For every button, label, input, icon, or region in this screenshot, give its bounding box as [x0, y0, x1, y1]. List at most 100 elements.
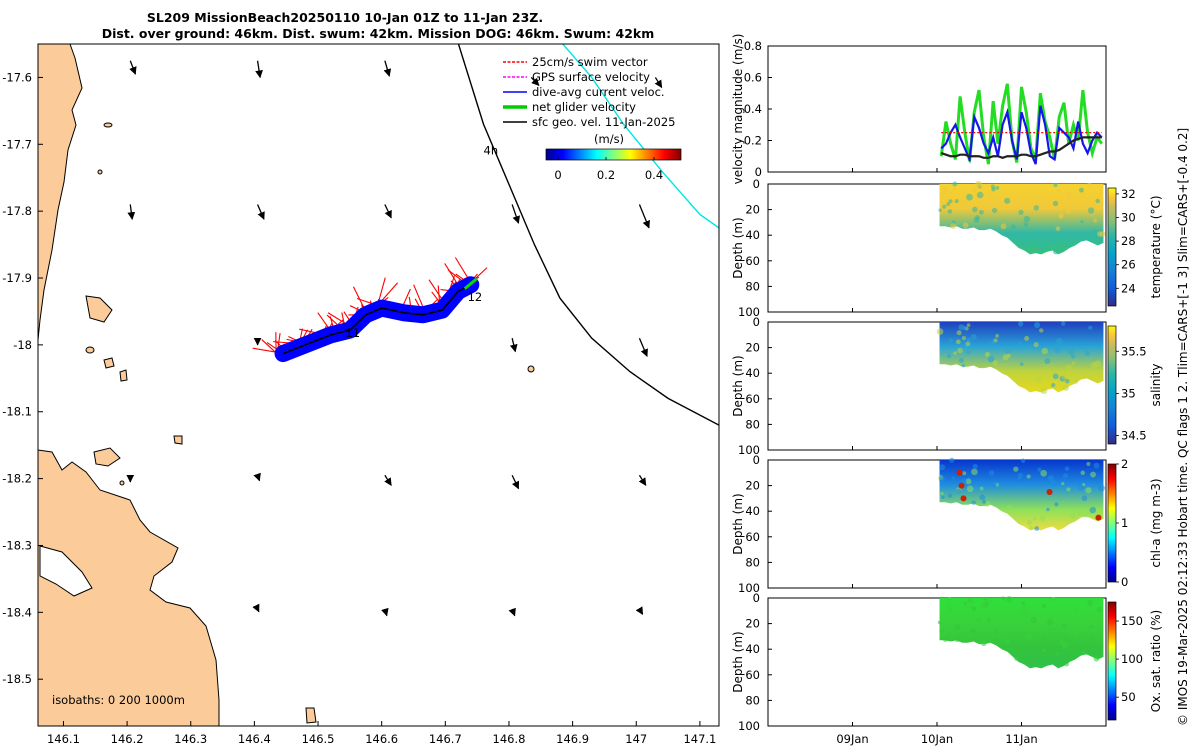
section-sample	[1080, 220, 1084, 224]
depth-tick-label: 60	[745, 668, 760, 682]
velocity-y-tick-label: 0.2	[744, 134, 762, 148]
velocity-vector	[384, 474, 392, 486]
section-sample	[1041, 347, 1048, 355]
velocity-vector	[638, 337, 648, 357]
map-y-tick-label: -18.1	[2, 405, 32, 419]
section-sample	[1087, 207, 1095, 214]
legend-label: net glider velocity	[532, 100, 636, 114]
velocity-vector	[383, 60, 392, 77]
section-sample	[1046, 507, 1050, 512]
velocity-series	[939, 83, 1103, 165]
section-sample	[1064, 466, 1070, 471]
velocity-vector	[638, 474, 647, 486]
section-sample	[1021, 240, 1028, 247]
section-sample	[1034, 321, 1041, 329]
section-sample	[1023, 660, 1028, 665]
legend-label: dive-avg current veloc.	[532, 85, 665, 99]
section-sample	[1044, 358, 1051, 364]
section-sample	[1001, 596, 1006, 601]
section-sample	[937, 620, 942, 625]
depth-tick-label: 40	[745, 504, 760, 518]
side-note: © IMOS 19-Mar-2025 02:12:33 Hobart time.…	[1176, 128, 1190, 726]
section-sample	[966, 193, 973, 201]
speed-colorbar-label: (m/s)	[594, 132, 624, 146]
section-sample	[949, 457, 955, 463]
section-sample	[1023, 215, 1031, 223]
section-sample	[1013, 466, 1019, 472]
velocity-vector	[638, 204, 650, 229]
section-sample	[1028, 644, 1035, 651]
chl-peak-sample	[1095, 514, 1102, 521]
section-sample	[1018, 321, 1024, 327]
time-tick-label: 10Jan	[921, 732, 953, 746]
section-sample	[977, 481, 982, 486]
section-data-fill	[939, 598, 1104, 669]
map-annotations: 4h 11 12	[345, 143, 498, 340]
colorbar-tick-label: 50	[1121, 690, 1136, 704]
section-sample	[961, 336, 966, 341]
map-x-tick-label: 146.8	[493, 732, 526, 746]
legend-label: 25cm/s swim vector	[532, 55, 648, 69]
section-sample	[1014, 656, 1019, 661]
depth-tick-label: 20	[745, 341, 760, 355]
section-sample	[986, 617, 991, 623]
section-sample	[947, 209, 953, 214]
section-sample	[962, 326, 968, 331]
section-colorbar	[1107, 187, 1117, 307]
section-sample	[1089, 376, 1093, 380]
colorbar-tick-label: 0	[1121, 575, 1128, 589]
map-x-tick-label: 147.1	[683, 732, 716, 746]
velocity-vector	[384, 204, 392, 219]
depth-tick-label: 60	[745, 254, 760, 268]
section-sample	[971, 606, 977, 612]
section-sample	[938, 476, 946, 483]
section-sample	[1050, 239, 1056, 245]
section-sample	[1074, 379, 1079, 384]
section-sample	[941, 186, 948, 193]
section-sample	[946, 634, 950, 639]
section-sample	[1042, 603, 1047, 608]
section-sample	[958, 357, 964, 363]
section-sample	[1022, 604, 1026, 609]
surface-velocity-vectors	[126, 60, 663, 617]
colorbar-tick-label: 100	[1121, 652, 1143, 666]
section-sample	[986, 598, 992, 604]
section-sample	[1062, 384, 1070, 391]
boundary-line	[561, 44, 719, 229]
section-sample	[1033, 205, 1040, 211]
depth-tick-label: 0	[753, 453, 760, 467]
velocity-y-ticks: 0 0.2 0.4 0.6 0.8	[744, 39, 772, 179]
section-sample	[990, 481, 998, 488]
section-sample	[1026, 474, 1031, 479]
section-sample	[1078, 187, 1084, 193]
section-sample	[1050, 597, 1056, 603]
section-sample	[1054, 502, 1059, 507]
section-sample	[1006, 353, 1011, 358]
velocity-ylabel: velocity magnitude (m/s)	[731, 34, 745, 185]
map-x-tick-label: 146.9	[556, 732, 589, 746]
map-annotation: 12	[468, 290, 483, 304]
section-sample	[1093, 218, 1097, 223]
map-y-tick-label: -17.7	[2, 137, 32, 151]
section-sample	[992, 360, 998, 366]
speed-colorbar: (m/s) 0 0.2 0.4	[545, 132, 682, 182]
section-sample	[1047, 368, 1051, 372]
depth-tick-label: 60	[745, 392, 760, 406]
section-sample	[1023, 222, 1029, 227]
section-sample	[951, 476, 956, 480]
figure-title-line1: SL209 MissionBeach20250110 10-Jan 01Z to…	[147, 10, 543, 25]
section-sample	[948, 338, 953, 343]
section-sample	[1047, 475, 1054, 482]
section-sample	[952, 181, 958, 187]
depth-tick-label: 80	[745, 555, 760, 569]
section-sample	[966, 604, 971, 609]
map-x-tick-label: 147	[625, 732, 647, 746]
section-sample	[957, 347, 963, 354]
section-sample	[1053, 249, 1059, 255]
section-sample	[984, 351, 991, 358]
section-sample	[962, 222, 969, 228]
velocity-vector	[256, 204, 265, 220]
section-sample	[1034, 526, 1040, 531]
